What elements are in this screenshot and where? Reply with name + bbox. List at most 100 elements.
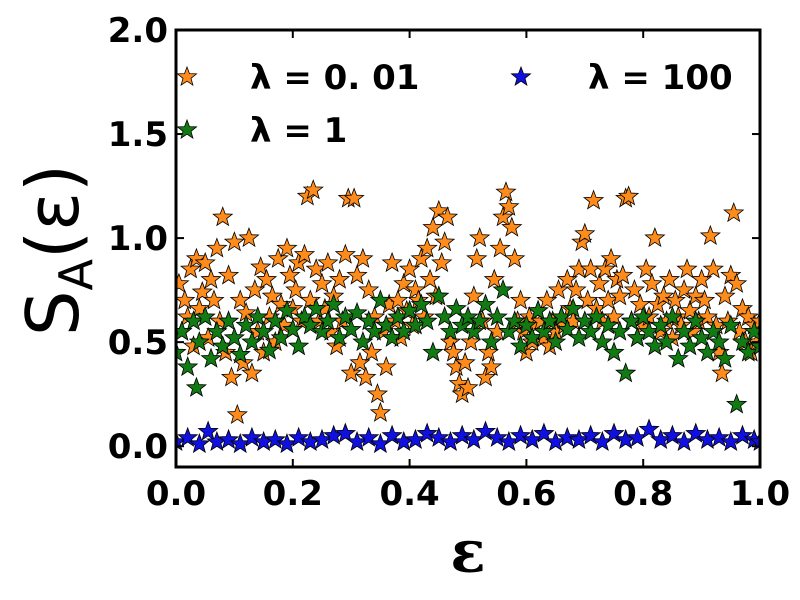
data-point (305, 297, 327, 318)
y-tick-label: 0.5 (108, 323, 168, 363)
data-point (676, 258, 698, 279)
data-point (200, 347, 222, 368)
data-point (685, 310, 707, 331)
data-point (302, 179, 324, 200)
data-point (635, 258, 657, 279)
data-point (282, 318, 304, 339)
markers (176, 179, 760, 454)
data-point (229, 343, 251, 364)
data-point (474, 366, 497, 387)
data-point (422, 216, 444, 237)
data-point (261, 285, 283, 306)
data-point (197, 420, 219, 441)
series-2 (176, 418, 760, 454)
data-point (247, 306, 269, 327)
data-point (323, 293, 345, 314)
data-point (501, 216, 523, 237)
data-point (673, 278, 695, 300)
data-point (366, 383, 389, 404)
data-point (661, 306, 683, 327)
data-point (410, 247, 432, 268)
data-point (702, 258, 724, 279)
data-point (545, 330, 567, 352)
data-point (177, 426, 199, 447)
data-point (661, 424, 683, 445)
data-point (220, 366, 243, 387)
data-point (556, 426, 578, 447)
data-point (574, 222, 596, 243)
data-point (533, 422, 555, 443)
data-point (492, 206, 514, 227)
legend-marker (510, 65, 532, 87)
data-point (749, 310, 760, 331)
data-point (238, 226, 260, 248)
data-point (264, 428, 286, 449)
data-point (358, 426, 380, 447)
data-point (361, 341, 383, 362)
data-point (369, 289, 391, 310)
data-point (469, 226, 491, 248)
data-point (229, 289, 251, 310)
data-point (188, 432, 210, 454)
data-point (498, 195, 520, 216)
data-point (176, 289, 196, 310)
data-point (311, 320, 333, 341)
x-tick-label: 0.4 (379, 474, 439, 514)
legend-marker (176, 65, 198, 87)
data-point (180, 258, 202, 279)
data-point (334, 243, 356, 264)
data-point (489, 237, 511, 258)
data-point (431, 251, 453, 273)
y-tick-label: 0.0 (108, 427, 168, 467)
data-point (653, 285, 675, 306)
data-point (448, 372, 470, 393)
data-point (655, 330, 678, 352)
data-point (206, 237, 228, 258)
data-point (340, 362, 362, 383)
data-point (603, 422, 625, 443)
data-point (702, 320, 724, 341)
data-point (580, 320, 602, 341)
legend-marker (176, 118, 198, 140)
data-point (416, 310, 438, 331)
data-point (334, 422, 356, 443)
data-point (369, 401, 391, 422)
data-point (217, 310, 240, 331)
data-point (358, 278, 380, 300)
data-point (463, 285, 485, 306)
data-point (723, 201, 745, 223)
data-point (188, 330, 210, 352)
data-point (603, 306, 625, 327)
data-point (217, 264, 240, 285)
data-point (203, 289, 225, 310)
data-point (176, 341, 187, 362)
data-point (591, 330, 613, 352)
data-point (267, 247, 289, 268)
data-point (177, 355, 199, 377)
data-point (685, 422, 707, 443)
data-point (562, 297, 584, 318)
legend-label: λ = 100 (588, 58, 733, 98)
data-point (244, 278, 266, 300)
data-point (615, 362, 637, 383)
data-point (495, 181, 517, 202)
y-tick-label: 1.5 (108, 115, 168, 155)
data-point (340, 318, 362, 339)
data-point (679, 299, 701, 320)
data-point (618, 185, 640, 206)
data-point (588, 272, 610, 293)
legend: λ = 0. 01 λ = 1 λ = 100 (176, 58, 733, 151)
axis-labels: ε SA(ε) (11, 164, 486, 586)
data-point (241, 362, 263, 383)
data-point (638, 418, 660, 439)
data-point (217, 428, 240, 449)
data-point (664, 289, 686, 310)
data-point (299, 289, 321, 310)
data-point (285, 278, 307, 300)
x-tick-label: 0.6 (496, 474, 556, 514)
data-point (509, 424, 532, 445)
data-point (457, 306, 479, 327)
data-point (515, 314, 537, 335)
data-point (250, 256, 272, 277)
data-point (632, 306, 654, 327)
